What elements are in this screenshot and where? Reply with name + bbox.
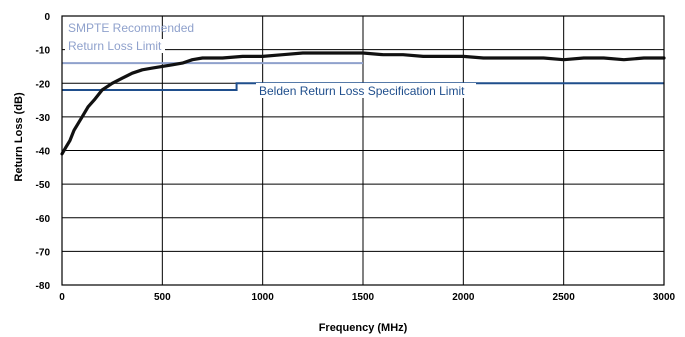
belden-limit-label: Belden Return Loss Specification Limit [259,84,465,98]
x-tick-label: 1000 [252,292,275,303]
tick-labels: 0 -10 -20 -30 -40 -50 -60 -70 -80 0 500 1000 1500 200… [36,12,676,303]
x-tick-label: 2500 [553,292,576,303]
x-tick-label: 2000 [452,292,475,303]
x-tick-label: 1500 [352,292,375,303]
grid [61,15,665,286]
x-tick-label: 3000 [653,292,676,303]
y-tick-label: -50 [36,180,51,191]
smpte-limit-label-bg [65,39,165,53]
plot-frame [61,15,665,286]
y-tick-label: 0 [44,12,50,23]
belden-limit-annotation: Belden Return Loss Specification Limit [256,83,476,98]
y-tick-label: -30 [36,113,51,124]
belden-limit-label-bg [256,83,476,98]
data-series [60,51,666,156]
smpte-limit-label-line-1: SMPTE Recommended [68,21,194,35]
y-tick-label: -70 [36,247,51,258]
y-tick-label: -60 [36,214,51,225]
y-tick-label: -40 [36,147,51,158]
y-tick-label: -20 [36,79,51,90]
x-axis-title: Frequency (MHz) [319,322,408,334]
y-tick-label: -10 [36,46,51,57]
x-tick-label: 0 [59,292,65,303]
y-axis-title: Return Loss (dB) [13,92,25,182]
smpte-limit-label-line-2: Return Loss Limit [68,39,162,53]
return-loss-trace [60,51,666,156]
smpte-limit-annotation: SMPTE Recommended Return Loss Limit [65,21,194,53]
y-tick-label: -80 [36,281,51,292]
x-tick-label: 500 [154,292,171,303]
